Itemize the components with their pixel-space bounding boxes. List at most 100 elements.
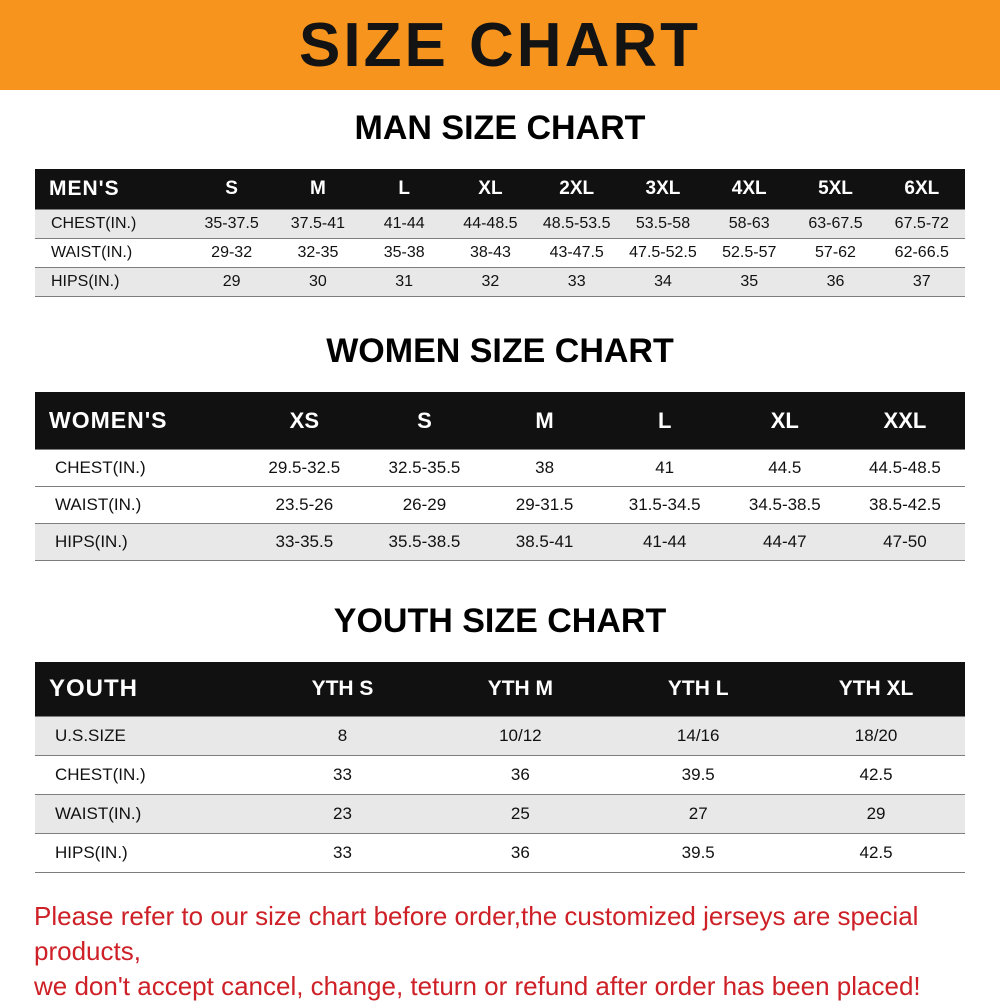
- table-row: U.S.SIZE 8 10/12 14/16 18/20: [35, 716, 965, 756]
- table-header-row: MEN'S S M L XL 2XL 3XL 4XL 5XL 6XL: [35, 169, 965, 210]
- youth-size-table: YOUTH YTH S YTH M YTH L YTH XL U.S.SIZE 8 10/12…: [35, 662, 965, 873]
- measurement-value-cell: 47-50: [844, 523, 965, 561]
- size-column-header: S: [364, 392, 485, 450]
- measurement-value-cell: 35-38: [361, 238, 448, 268]
- measurement-value-cell: 29: [188, 267, 275, 297]
- measurement-value-cell: 37: [878, 267, 965, 297]
- size-column-header: M: [484, 392, 605, 450]
- measurement-value-cell: 29-32: [188, 238, 275, 268]
- measurement-value-cell: 33: [253, 833, 432, 873]
- measurement-value-cell: 29-31.5: [484, 486, 605, 524]
- measurement-value-cell: 32.5-35.5: [364, 449, 485, 487]
- table-row: WAIST(IN.) 23 25 27 29: [35, 794, 965, 834]
- measurement-value-cell: 44.5-48.5: [844, 449, 965, 487]
- youth-size-chart-heading: YOUTH SIZE CHART: [333, 602, 667, 640]
- row-label-cell: WAIST(IN.): [35, 486, 245, 524]
- measurement-value-cell: 39.5: [609, 833, 788, 873]
- measurement-value-cell: 36: [431, 755, 610, 795]
- table-row: CHEST(IN.) 33 36 39.5 42.5: [35, 755, 965, 795]
- measurement-value-cell: 41-44: [361, 209, 448, 239]
- measurement-value-cell: 52.5-57: [706, 238, 793, 268]
- measurement-value-cell: 48.5-53.5: [533, 209, 620, 239]
- measurement-value-cell: 33-35.5: [244, 523, 365, 561]
- measurement-value-cell: 62-66.5: [878, 238, 965, 268]
- measurement-value-cell: 30: [274, 267, 362, 297]
- measurement-value-cell: 32-35: [274, 238, 362, 268]
- measurement-value-cell: 41: [604, 449, 725, 487]
- measurement-value-cell: 35: [706, 267, 793, 297]
- measurement-value-cell: 39.5: [609, 755, 788, 795]
- measurement-value-cell: 14/16: [609, 716, 788, 756]
- order-policy-note: Please refer to our size chart before or…: [34, 899, 966, 1004]
- measurement-value-cell: 44.5: [724, 449, 845, 487]
- table-row: HIPS(IN.) 33 36 39.5 42.5: [35, 833, 965, 873]
- order-policy-line2: we don't accept cancel, change, teturn o…: [34, 971, 921, 1001]
- size-column-header: L: [361, 169, 448, 210]
- size-column-header: L: [604, 392, 725, 450]
- table-title-cell: WOMEN'S: [35, 392, 245, 450]
- measurement-value-cell: 36: [431, 833, 610, 873]
- measurement-value-cell: 35-37.5: [188, 209, 275, 239]
- table-row: HIPS(IN.) 29 30 31 32 33 34 35 36 37: [35, 267, 965, 297]
- measurement-value-cell: 8: [253, 716, 432, 756]
- table-row: CHEST(IN.) 29.5-32.5 32.5-35.5 38 41 44.5 44.5…: [35, 449, 965, 487]
- measurement-value-cell: 32: [447, 267, 534, 297]
- measurement-value-cell: 29.5-32.5: [244, 449, 365, 487]
- measurement-value-cell: 47.5-52.5: [619, 238, 707, 268]
- size-column-header: YTH S: [253, 662, 432, 717]
- measurement-value-cell: 37.5-41: [274, 209, 362, 239]
- size-column-header: XL: [724, 392, 845, 450]
- order-policy-line1: Please refer to our size chart before or…: [34, 901, 919, 966]
- size-column-header: 6XL: [878, 169, 965, 210]
- banner-title: SIZE CHART: [299, 10, 701, 80]
- size-column-header: 2XL: [533, 169, 620, 210]
- women-size-chart-heading: WOMEN SIZE CHART: [326, 332, 674, 370]
- measurement-value-cell: 42.5: [787, 755, 965, 795]
- measurement-value-cell: 34.5-38.5: [724, 486, 845, 524]
- measurement-value-cell: 53.5-58: [619, 209, 707, 239]
- size-column-header: S: [188, 169, 275, 210]
- row-label-cell: HIPS(IN.): [35, 267, 189, 297]
- row-label-cell: CHEST(IN.): [35, 449, 245, 487]
- measurement-value-cell: 63-67.5: [792, 209, 879, 239]
- measurement-value-cell: 57-62: [792, 238, 879, 268]
- row-label-cell: WAIST(IN.): [35, 794, 254, 834]
- table-header-row: YOUTH YTH S YTH M YTH L YTH XL: [35, 662, 965, 717]
- measurement-value-cell: 43-47.5: [533, 238, 620, 268]
- measurement-value-cell: 23.5-26: [244, 486, 365, 524]
- measurement-value-cell: 18/20: [787, 716, 965, 756]
- table-row: HIPS(IN.) 33-35.5 35.5-38.5 38.5-41 41-44 44-…: [35, 523, 965, 561]
- size-column-header: 5XL: [792, 169, 879, 210]
- table-title-cell: MEN'S: [35, 169, 189, 210]
- measurement-value-cell: 67.5-72: [878, 209, 965, 239]
- men-size-table: MEN'S S M L XL 2XL 3XL 4XL 5XL 6XL CHEST(IN.) 35-37…: [35, 169, 965, 297]
- table-row: WAIST(IN.) 29-32 32-35 35-38 38-43 43-47.5 47.…: [35, 238, 965, 268]
- size-chart-banner: SIZE CHART: [0, 0, 1000, 90]
- measurement-value-cell: 38: [484, 449, 605, 487]
- size-column-header: XL: [447, 169, 534, 210]
- measurement-value-cell: 38-43: [447, 238, 534, 268]
- measurement-value-cell: 31: [361, 267, 448, 297]
- table-header-row: WOMEN'S XS S M L XL XXL: [35, 392, 965, 450]
- size-column-header: YTH L: [609, 662, 788, 717]
- size-column-header: XXL: [844, 392, 965, 450]
- measurement-value-cell: 34: [619, 267, 707, 297]
- measurement-value-cell: 27: [609, 794, 788, 834]
- measurement-value-cell: 26-29: [364, 486, 485, 524]
- measurement-value-cell: 29: [787, 794, 965, 834]
- women-size-table: WOMEN'S XS S M L XL XXL CHEST(IN.) 29.5-32.5 32.5…: [35, 392, 965, 561]
- row-label-cell: CHEST(IN.): [35, 209, 189, 239]
- measurement-value-cell: 35.5-38.5: [364, 523, 485, 561]
- measurement-value-cell: 10/12: [431, 716, 610, 756]
- row-label-cell: U.S.SIZE: [35, 716, 254, 756]
- row-label-cell: CHEST(IN.): [35, 755, 254, 795]
- measurement-value-cell: 58-63: [706, 209, 793, 239]
- measurement-value-cell: 31.5-34.5: [604, 486, 725, 524]
- row-label-cell: WAIST(IN.): [35, 238, 189, 268]
- size-column-header: XS: [244, 392, 365, 450]
- measurement-value-cell: 42.5: [787, 833, 965, 873]
- size-column-header: 3XL: [619, 169, 707, 210]
- size-column-header: YTH XL: [787, 662, 965, 717]
- measurement-value-cell: 33: [253, 755, 432, 795]
- size-column-header: YTH M: [431, 662, 610, 717]
